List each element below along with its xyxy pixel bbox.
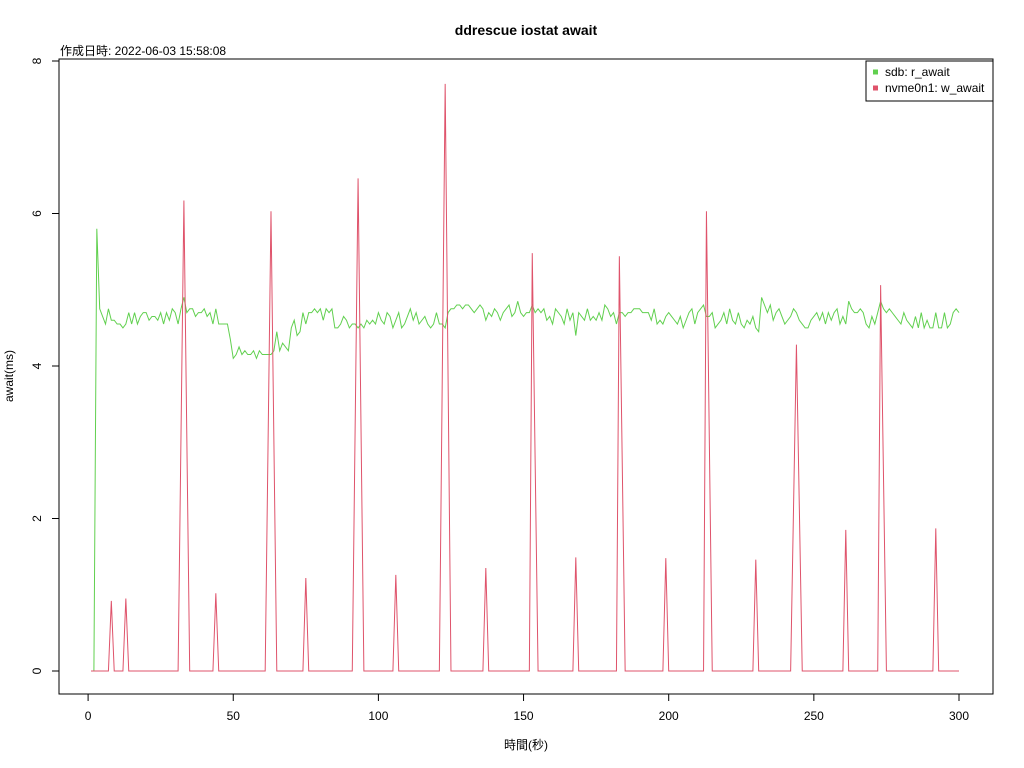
series-line-r-await bbox=[91, 228, 960, 672]
y-axis: 0 2 4 6 8 bbox=[30, 57, 60, 674]
y-axis-label: await(ms) bbox=[2, 350, 16, 402]
x-tick-label: 150 bbox=[514, 709, 534, 723]
y-tick-label: 0 bbox=[30, 667, 44, 674]
legend-swatch-r-await bbox=[873, 69, 878, 75]
legend-swatch-w-await bbox=[873, 85, 878, 91]
x-axis: 0 50 100 150 200 250 300 bbox=[85, 693, 969, 723]
chart-subtitle: 作成日時: 2022-06-03 15:58:08 bbox=[60, 44, 226, 58]
x-tick-label: 300 bbox=[949, 709, 969, 723]
x-tick-label: 100 bbox=[368, 709, 388, 723]
series-line-w-await bbox=[91, 83, 959, 672]
series-layer bbox=[91, 83, 960, 672]
legend: sdb: r_await nvme0n1: w_await bbox=[865, 60, 994, 102]
legend-box bbox=[865, 60, 994, 102]
x-tick-label: 200 bbox=[659, 709, 679, 723]
y-tick-label: 8 bbox=[30, 57, 44, 64]
x-tick-label: 50 bbox=[227, 709, 241, 723]
legend-label-w-await: nvme0n1: w_await bbox=[885, 81, 985, 95]
y-tick-label: 6 bbox=[30, 210, 44, 217]
x-tick-label: 0 bbox=[85, 709, 92, 723]
x-axis-label: 時間(秒) bbox=[504, 738, 548, 752]
chart-title: ddrescue iostat await bbox=[455, 22, 598, 38]
x-tick-label: 250 bbox=[804, 709, 824, 723]
y-tick-label: 2 bbox=[30, 515, 44, 522]
legend-label-r-await: sdb: r_await bbox=[885, 65, 950, 79]
y-tick-label: 4 bbox=[30, 362, 44, 369]
plot-area bbox=[58, 58, 994, 695]
